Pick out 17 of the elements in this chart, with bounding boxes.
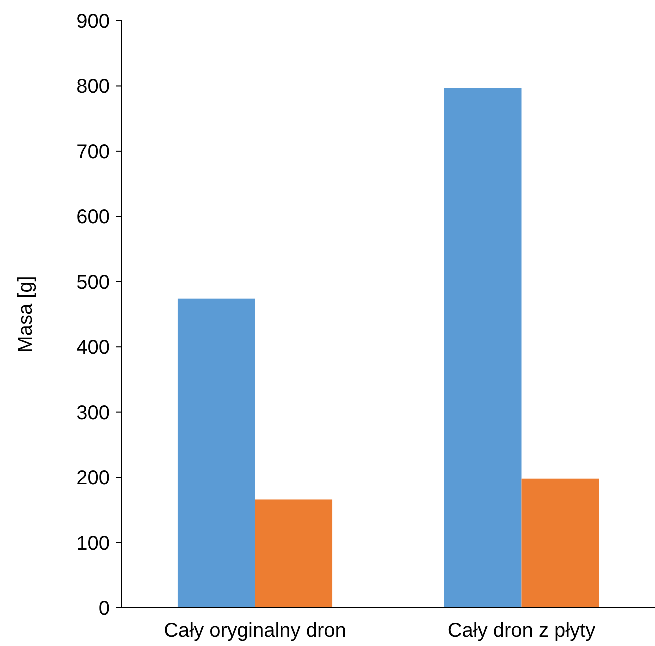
x-tick-label: Cały dron z płyty: [448, 620, 596, 642]
y-tick-label: 200: [76, 468, 110, 490]
bar: [444, 88, 522, 608]
bar: [522, 478, 600, 608]
bar: [255, 500, 333, 608]
x-tick-label: Cały oryginalny dron: [164, 620, 346, 642]
y-tick-label: 100: [76, 532, 110, 555]
y-tick-label: 400: [76, 337, 110, 360]
y-tick-label: 900: [76, 11, 110, 33]
y-tick-label: 700: [76, 141, 110, 164]
y-axis-title: Masa [g]: [15, 276, 37, 353]
y-tick-label: 500: [76, 272, 110, 294]
bar: [178, 298, 256, 608]
y-tick-label: 600: [76, 206, 110, 229]
y-tick-label: 800: [76, 76, 110, 98]
y-tick-label: 300: [76, 402, 110, 424]
y-tick-label: 0: [98, 598, 110, 620]
